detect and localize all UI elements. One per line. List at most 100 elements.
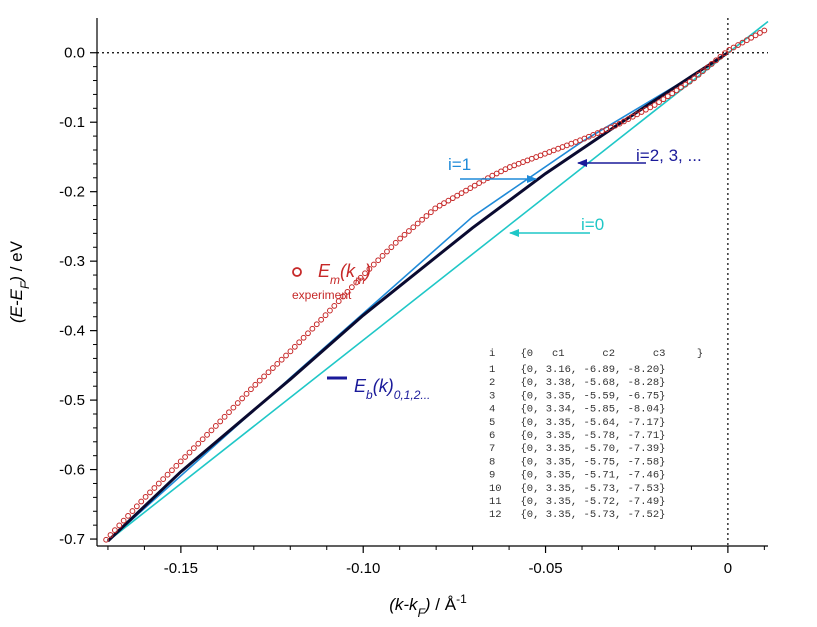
x-tick-label: -0.15 <box>164 560 198 577</box>
experiment-point <box>721 50 728 57</box>
table-row: 10 {0, 3.35, -5.73, -7.53} <box>489 483 665 495</box>
experiment-point <box>401 231 408 238</box>
experiment-point <box>344 288 351 295</box>
experiment-point <box>392 239 399 246</box>
experiment-point <box>357 274 364 281</box>
experiment-point <box>664 93 671 100</box>
experiment-point <box>107 532 114 538</box>
experiment-point <box>305 330 311 337</box>
experiment-point <box>256 377 263 384</box>
x-axis-title: (k-kF) / Å-1 <box>389 592 467 620</box>
experiment-point <box>248 386 254 393</box>
experiment-point <box>621 118 627 125</box>
experiment-point <box>208 427 215 434</box>
experiment-point <box>169 467 175 474</box>
y-tick-label: -0.7 <box>59 531 85 548</box>
experiment-point <box>226 409 232 416</box>
experiment-point <box>370 261 377 268</box>
experiment-point <box>761 27 768 34</box>
experiment-point <box>300 334 307 341</box>
experiment-point <box>757 30 763 36</box>
experiment-point <box>190 445 197 452</box>
experiment-point <box>616 120 623 127</box>
experiment-point <box>752 32 759 39</box>
y-tick-label: -0.3 <box>59 253 85 270</box>
experiment-point <box>296 339 303 346</box>
experiment-point <box>629 113 636 120</box>
experiment-point <box>743 37 750 44</box>
experiment-point <box>243 390 250 397</box>
experiment-point <box>388 244 395 251</box>
series-line-0 <box>107 20 769 542</box>
experiment-point <box>498 168 504 175</box>
y-tick-label: -0.6 <box>59 462 85 479</box>
experiment-point <box>700 68 706 75</box>
legend-experiment-label: Em(km) <box>318 261 371 287</box>
experiment-point <box>735 42 741 48</box>
table-row: 5 {0, 3.35, -5.64, -7.17} <box>489 417 665 429</box>
legend-experiment-note: experiment <box>292 288 352 302</box>
experiment-point <box>195 440 202 447</box>
experiment-point <box>748 34 755 41</box>
y-axis-title: (E-EF) / eV <box>7 240 32 323</box>
experiment-point <box>116 522 123 529</box>
experiment-point <box>362 270 368 277</box>
experiment-point <box>199 436 206 443</box>
table-header: i {0 c1 c2 c3 } <box>489 348 703 360</box>
experiment-point <box>212 423 219 429</box>
experiment-point <box>164 471 171 478</box>
experiment-point <box>125 512 131 519</box>
experiment-point <box>445 197 452 204</box>
experiment-point <box>287 348 294 355</box>
experiment-point <box>278 356 285 363</box>
y-tick-label: -0.1 <box>59 114 85 131</box>
legend-experiment-marker <box>292 267 302 277</box>
experiment-point <box>155 480 162 487</box>
experiment-point <box>173 462 180 469</box>
experiment-point <box>291 343 298 350</box>
experiment-point <box>265 369 272 376</box>
table-row: 6 {0, 3.35, -5.78, -7.71} <box>489 430 665 442</box>
experiment-point <box>111 527 118 534</box>
experiment-point <box>467 185 474 192</box>
experiment-point <box>353 279 360 286</box>
annotation-i1: i=1 <box>448 155 471 174</box>
experiment-point <box>642 106 649 113</box>
experiment-point <box>691 75 698 82</box>
table-row: 3 {0, 3.35, -5.59, -6.75} <box>489 390 665 402</box>
experiment-point <box>414 220 421 227</box>
experiment-point <box>695 71 702 78</box>
experiment-point <box>454 192 461 199</box>
experiment-point <box>419 216 425 223</box>
table-row: 12 {0, 3.35, -5.73, -7.52} <box>489 509 665 521</box>
experiment-point <box>103 536 110 543</box>
experiment-point <box>327 307 333 314</box>
experiment-point <box>138 498 145 505</box>
experiment-point <box>423 213 430 219</box>
experiment-point <box>375 257 382 264</box>
experiment-point <box>379 252 386 259</box>
legend-band-label: Eb(k)0,1,2... <box>354 376 430 402</box>
table-row: 4 {0, 3.34, -5.85, -8.04} <box>489 404 665 416</box>
table-row: 7 {0, 3.35, -5.70, -7.39} <box>489 443 665 455</box>
experiment-point <box>432 205 439 212</box>
experiment-point <box>682 81 689 88</box>
experiment-point <box>252 381 259 388</box>
table-row: 1 {0, 3.16, -6.89, -8.20} <box>489 364 665 376</box>
coefficient-table: i {0 c1 c2 c3 } 1 {0, 3.16, -6.89, -8.20}… <box>489 348 703 521</box>
experiment-point <box>230 404 237 411</box>
experiment-point <box>142 493 149 500</box>
annotation-i0: i=0 <box>581 215 604 234</box>
experiment-point <box>221 413 228 420</box>
experiment-point <box>651 102 658 108</box>
experiment-point <box>261 373 267 380</box>
experiment-point <box>151 485 158 491</box>
experiment-point <box>449 195 456 202</box>
experiment-point <box>427 209 434 216</box>
experiment-point <box>348 284 355 291</box>
table-row: 11 {0, 3.35, -5.72, -7.49} <box>489 496 665 508</box>
experiment-point <box>726 47 733 53</box>
experiment-point <box>322 312 329 319</box>
experiment-point <box>678 84 684 91</box>
table-row: 8 {0, 3.35, -5.75, -7.58} <box>489 456 665 468</box>
